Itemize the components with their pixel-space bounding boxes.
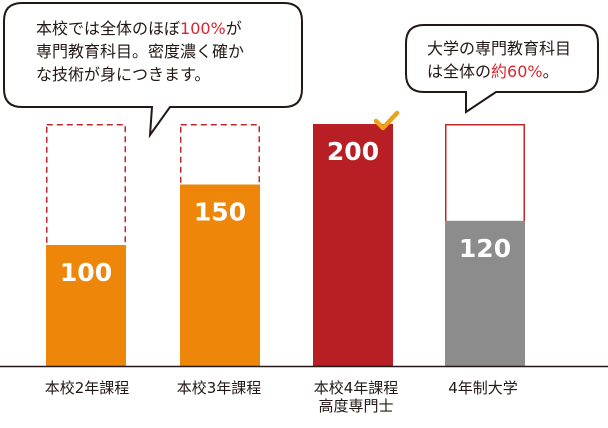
- callout-right-line-1: 大学の専門教育科目: [427, 39, 572, 58]
- callout-left-line-3: な技術が身につきます。: [36, 65, 211, 84]
- callout-left-text: 本校では全体のほぼ100%が 専門教育科目。密度濃く確か な技術が身につきます。: [36, 17, 244, 86]
- callout-bubble-right: [405, 24, 599, 114]
- callout-left-line-2: 専門教育科目。密度濃く確か: [36, 42, 245, 61]
- value-label-4yr: 200: [327, 137, 379, 166]
- bar-4yr: [313, 124, 393, 366]
- bar-2yr: [46, 245, 126, 366]
- callout-left-line-1: 本校では全体のほぼ100%が: [36, 19, 242, 38]
- callout-bubble-left: [3, 2, 303, 139]
- value-label-2yr: 100: [60, 258, 112, 287]
- callout-right-line-2: は全体の約60%。: [427, 62, 559, 81]
- check-mark-icon: [373, 110, 400, 131]
- callout-right-text: 大学の専門教育科目 は全体の約60%。: [427, 37, 571, 83]
- bars-group: 100 150 200 120: [46, 124, 525, 366]
- bar-3yr: [180, 184, 260, 366]
- category-label-3yr: 本校3年課程: [176, 379, 262, 397]
- category-label-university: 4年制大学: [448, 379, 518, 397]
- category-label-2yr: 本校2年課程: [44, 379, 130, 397]
- value-label-university: 120: [459, 234, 511, 263]
- bar-university: [445, 220, 525, 366]
- value-label-3yr: 150: [194, 198, 246, 227]
- category-label-4yr: 本校4年課程 高度専門士: [313, 379, 399, 415]
